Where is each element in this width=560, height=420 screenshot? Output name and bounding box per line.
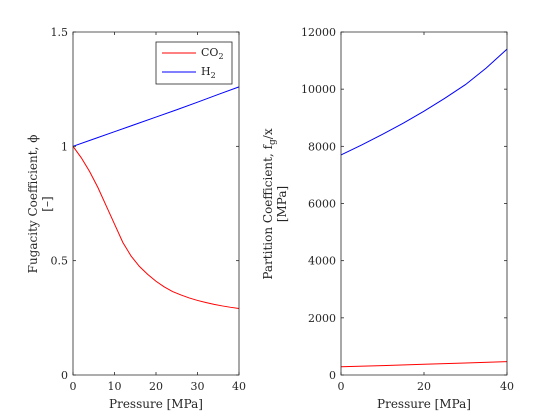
partition-series-layer — [340, 48, 508, 368]
partition-x-tick-label: 0 — [338, 380, 345, 393]
fugacity-x-tick-label: 0 — [70, 380, 77, 393]
fugacity-y-tick-label: 0 — [61, 369, 68, 382]
legend: CO2 H2 — [155, 41, 233, 85]
legend-label-co2: CO2 — [201, 46, 224, 61]
partition-x-axis-label: Pressure [MPa] — [377, 397, 471, 411]
partition-y-tick-label: 0 — [329, 369, 336, 382]
legend-box — [155, 41, 233, 85]
fugacity-x-tick-label: 10 — [108, 380, 122, 393]
partition-y-axis-label-group: Partition Coefficient, fg/x [MPa] — [261, 128, 289, 279]
partition-series-h2 — [340, 48, 508, 156]
partition-y-tick-label: 8000 — [308, 140, 336, 153]
partition-ticks: 0 20 40 0 2000 4000 6000 8000 10000 12000 — [301, 26, 514, 393]
fugacity-x-axis-label: Pressure [MPa] — [109, 397, 203, 411]
fugacity-chart: 0 10 20 30 40 0 0.5 1 1.5 Pressure [MPa] Fugacit… — [26, 26, 246, 411]
fugacity-series-co2 — [72, 146, 240, 309]
fugacity-plot-area — [73, 32, 239, 375]
partition-y-tick-label: 10000 — [301, 83, 336, 96]
fugacity-y-axis-label-group: Fugacity Coefficient, ϕ [–] — [26, 135, 54, 274]
partition-x-tick-label: 40 — [500, 380, 514, 393]
partition-y-tick-label: 6000 — [308, 198, 336, 211]
partition-y-tick-label: 12000 — [301, 26, 336, 39]
fugacity-series-h2 — [72, 86, 240, 147]
partition-series-co2 — [340, 361, 508, 368]
fugacity-y-tick-label: 0.5 — [51, 255, 69, 268]
fugacity-y-axis-label: Fugacity Coefficient, ϕ — [26, 135, 40, 274]
fugacity-x-tick-label: 30 — [191, 380, 205, 393]
partition-chart: 0 20 40 0 2000 4000 6000 8000 10000 12000 Pressur… — [261, 26, 514, 411]
partition-y-tick-label: 4000 — [308, 255, 336, 268]
partition-y-axis-unit: [MPa] — [275, 186, 289, 222]
partition-x-tick-label: 20 — [417, 380, 431, 393]
partition-plot-area — [341, 32, 507, 375]
legend-label-h2: H2 — [201, 65, 216, 80]
fugacity-ticks: 0 10 20 30 40 0 0.5 1 1.5 — [51, 26, 247, 393]
partition-y-axis-label: Partition Coefficient, fg/x — [261, 128, 278, 279]
fugacity-x-tick-label: 20 — [149, 380, 163, 393]
fugacity-y-tick-label: 1.5 — [51, 26, 69, 39]
fugacity-x-tick-label: 40 — [232, 380, 246, 393]
fugacity-y-tick-label: 1 — [61, 140, 68, 153]
fugacity-series-layer — [72, 86, 240, 309]
partition-y-tick-label: 2000 — [308, 312, 336, 325]
fugacity-y-axis-unit: [–] — [40, 196, 54, 211]
